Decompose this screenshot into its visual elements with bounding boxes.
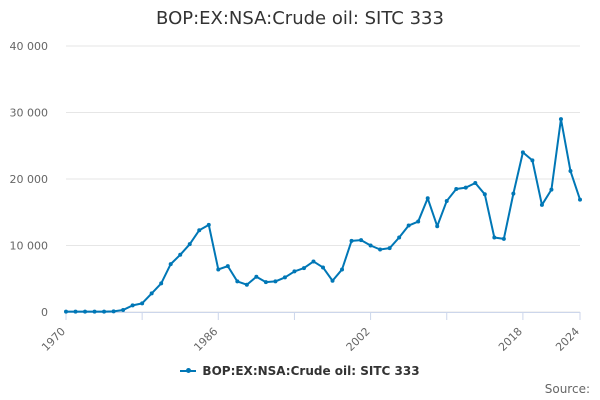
series-line — [65, 118, 581, 313]
data-point — [492, 235, 497, 240]
data-point — [321, 265, 325, 270]
y-tick-label: 40 000 — [10, 40, 49, 53]
data-point — [64, 309, 68, 314]
data-point — [397, 235, 402, 240]
data-point — [520, 150, 525, 155]
data-point — [349, 238, 354, 243]
data-point — [111, 309, 116, 314]
data-point — [102, 309, 107, 314]
data-point — [311, 259, 316, 264]
x-tick-label: 1986 — [191, 325, 220, 354]
data-point — [359, 238, 364, 243]
y-tick-label: 0 — [41, 306, 48, 319]
data-point — [444, 198, 449, 203]
data-point — [216, 267, 221, 272]
data-point — [292, 269, 297, 274]
data-point — [235, 279, 240, 284]
y-tick-label: 20 000 — [10, 173, 49, 186]
data-point — [463, 185, 468, 190]
data-point — [368, 243, 373, 248]
data-point — [340, 267, 345, 272]
data-point — [206, 222, 211, 227]
data-point — [539, 202, 544, 207]
data-point — [159, 281, 164, 286]
y-tick-label: 30 000 — [10, 107, 49, 120]
data-point — [83, 309, 88, 314]
data-point — [387, 246, 392, 251]
data-point — [263, 280, 268, 285]
data-point — [282, 275, 287, 280]
data-point — [558, 117, 563, 122]
data-point — [568, 169, 573, 174]
y-tick-label: 10 000 — [10, 240, 49, 253]
data-point — [197, 228, 202, 233]
source-label: Source: — [544, 382, 590, 396]
legend-label: BOP:EX:NSA:Crude oil: SITC 333 — [202, 364, 420, 378]
data-point — [578, 197, 582, 202]
x-tick-label: 2018 — [496, 325, 525, 354]
data-point — [482, 192, 487, 197]
data-point — [168, 262, 173, 267]
data-point — [140, 301, 145, 306]
data-point — [244, 282, 249, 287]
data-point — [254, 274, 259, 279]
data-point — [378, 247, 383, 252]
data-point — [501, 236, 506, 241]
data-point — [225, 264, 230, 269]
data-point — [511, 191, 516, 196]
data-point — [273, 279, 278, 284]
data-point — [473, 180, 478, 185]
data-point — [330, 278, 335, 283]
data-point — [435, 224, 440, 229]
data-point — [149, 291, 154, 296]
legend[interactable]: BOP:EX:NSA:Crude oil: SITC 333 — [0, 364, 600, 378]
chart-title: BOP:EX:NSA:Crude oil: SITC 333 — [156, 8, 444, 29]
data-point — [187, 242, 192, 247]
x-tick-label: 2002 — [344, 325, 373, 354]
data-point — [416, 219, 421, 224]
x-tick-label: 1970 — [39, 325, 68, 354]
data-point — [530, 158, 535, 163]
data-point — [425, 196, 430, 201]
data-point — [121, 308, 126, 313]
data-point — [549, 187, 554, 192]
legend-line-marker-icon — [180, 365, 197, 377]
data-point — [92, 309, 97, 314]
data-point — [178, 252, 183, 257]
data-point — [301, 266, 306, 271]
data-point — [130, 303, 135, 308]
data-point — [406, 223, 411, 228]
x-tick-label: 2024 — [553, 325, 582, 354]
data-point — [73, 309, 78, 314]
data-point — [454, 186, 459, 191]
